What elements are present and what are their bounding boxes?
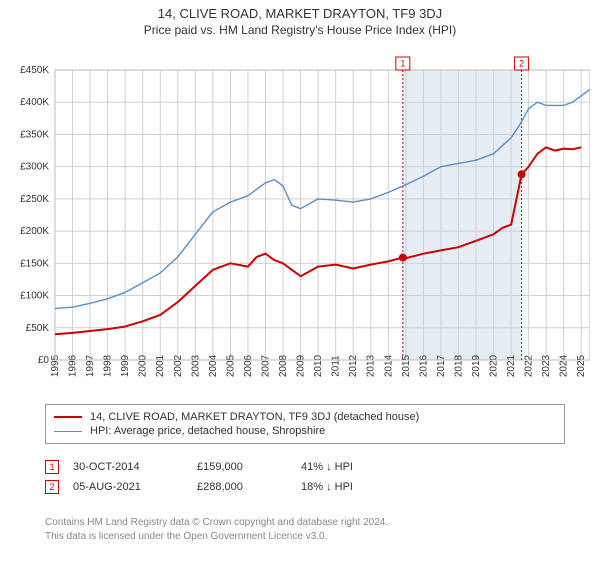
svg-text:2017: 2017 <box>436 354 447 377</box>
legend-swatch <box>54 416 82 418</box>
svg-text:2006: 2006 <box>243 354 254 377</box>
transaction-marker-box: 1 <box>45 460 59 474</box>
svg-text:2004: 2004 <box>208 354 219 377</box>
svg-text:2021: 2021 <box>506 354 517 377</box>
svg-text:2016: 2016 <box>418 354 429 377</box>
svg-text:2023: 2023 <box>541 354 552 377</box>
svg-text:£300K: £300K <box>20 162 49 173</box>
svg-text:1997: 1997 <box>85 354 96 377</box>
svg-text:2002: 2002 <box>173 354 184 377</box>
svg-text:2012: 2012 <box>348 354 359 377</box>
svg-text:£400K: £400K <box>20 97 49 108</box>
footer-note: Contains HM Land Registry data © Crown c… <box>45 516 565 543</box>
transaction-marker-box: 2 <box>45 480 59 494</box>
legend-row: HPI: Average price, detached house, Shro… <box>54 425 556 437</box>
svg-text:£350K: £350K <box>20 129 49 140</box>
svg-text:2013: 2013 <box>366 354 377 377</box>
legend-swatch <box>54 431 82 432</box>
svg-text:1998: 1998 <box>103 354 114 377</box>
page-title: 14, CLIVE ROAD, MARKET DRAYTON, TF9 3DJ <box>0 6 600 21</box>
transaction-diff: 18% ↓ HPI <box>301 481 411 493</box>
transaction-row: 1 30-OCT-2014 £159,000 41% ↓ HPI <box>45 460 565 474</box>
footer-line-2: This data is licensed under the Open Gov… <box>45 530 565 544</box>
svg-text:2022: 2022 <box>524 354 535 377</box>
svg-text:2024: 2024 <box>559 354 570 377</box>
svg-text:2015: 2015 <box>401 354 412 377</box>
svg-text:2003: 2003 <box>190 354 201 377</box>
line-chart: £0 £50K £100K £150K £200K £250K £300K £350K £400… <box>10 56 590 401</box>
svg-text:2014: 2014 <box>383 354 394 377</box>
transaction-date: 05-AUG-2021 <box>73 481 183 493</box>
svg-text:2005: 2005 <box>225 354 236 377</box>
legend: 14, CLIVE ROAD, MARKET DRAYTON, TF9 3DJ … <box>45 404 565 444</box>
svg-text:2025: 2025 <box>576 354 587 377</box>
svg-text:2: 2 <box>519 58 524 68</box>
svg-text:1999: 1999 <box>120 354 131 377</box>
svg-text:2007: 2007 <box>260 354 271 377</box>
svg-text:£100K: £100K <box>20 291 49 302</box>
transaction-row: 2 05-AUG-2021 £288,000 18% ↓ HPI <box>45 480 565 494</box>
svg-text:1: 1 <box>400 58 405 68</box>
svg-text:£150K: £150K <box>20 258 49 269</box>
legend-label: HPI: Average price, detached house, Shro… <box>90 425 325 437</box>
page-subtitle: Price paid vs. HM Land Registry's House … <box>0 23 600 37</box>
legend-row: 14, CLIVE ROAD, MARKET DRAYTON, TF9 3DJ … <box>54 411 556 423</box>
svg-text:2001: 2001 <box>155 354 166 377</box>
transaction-diff: 41% ↓ HPI <box>301 461 411 473</box>
footer-line-1: Contains HM Land Registry data © Crown c… <box>45 516 565 530</box>
transactions-table: 1 30-OCT-2014 £159,000 41% ↓ HPI 2 05-AUG-202… <box>45 454 565 500</box>
transaction-date: 30-OCT-2014 <box>73 461 183 473</box>
legend-label: 14, CLIVE ROAD, MARKET DRAYTON, TF9 3DJ … <box>90 411 419 423</box>
svg-text:2018: 2018 <box>453 354 464 377</box>
svg-text:2020: 2020 <box>489 354 500 377</box>
svg-text:£200K: £200K <box>20 226 49 237</box>
svg-text:1996: 1996 <box>68 354 79 377</box>
svg-text:£250K: £250K <box>20 194 49 205</box>
svg-text:2010: 2010 <box>313 354 324 377</box>
svg-text:2008: 2008 <box>278 354 289 377</box>
transaction-price: £159,000 <box>197 461 287 473</box>
transaction-price: £288,000 <box>197 481 287 493</box>
svg-text:£0: £0 <box>38 355 50 366</box>
svg-text:2000: 2000 <box>138 354 149 377</box>
svg-text:£50K: £50K <box>26 323 50 334</box>
svg-text:2011: 2011 <box>331 355 342 377</box>
svg-text:2009: 2009 <box>296 354 307 377</box>
svg-text:£450K: £450K <box>20 65 49 76</box>
svg-text:2019: 2019 <box>471 354 482 377</box>
